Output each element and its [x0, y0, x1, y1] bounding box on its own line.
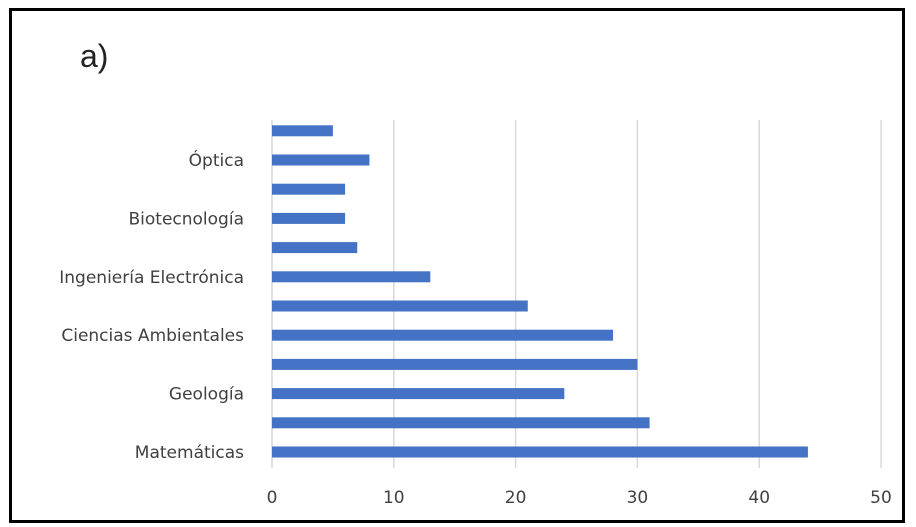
bar	[272, 271, 431, 283]
bar	[272, 242, 358, 254]
bar	[272, 446, 808, 458]
bar	[272, 183, 346, 195]
x-tick-label: 40	[748, 488, 770, 508]
panel-label: a)	[80, 38, 109, 74]
x-tick-label: 30	[627, 488, 649, 508]
x-tick-label: 20	[505, 488, 527, 508]
category-label: Matemáticas	[135, 443, 244, 463]
bar	[272, 125, 333, 137]
bars	[272, 125, 808, 458]
bar	[272, 358, 638, 370]
category-label: Óptica	[189, 149, 244, 171]
bar	[272, 329, 614, 341]
gridlines	[271, 120, 882, 468]
x-tick-label: 0	[267, 488, 278, 508]
category-label: Biotecnología	[129, 209, 245, 229]
figure-frame	[9, 8, 905, 523]
bar	[272, 300, 528, 312]
category-label: Geología	[169, 385, 244, 405]
category-label: Ingeniería Electrónica	[59, 268, 244, 288]
category-labels: Matemáticas Geología Ciencias Ambientales I…	[59, 149, 244, 463]
bar	[272, 388, 565, 400]
bar	[272, 154, 370, 166]
bar	[272, 212, 346, 224]
bar	[272, 417, 650, 429]
x-tick-labels: 0 10 20 30 40 50	[267, 488, 892, 508]
category-label: Ciencias Ambientales	[61, 326, 244, 346]
x-tick-label: 50	[870, 488, 892, 508]
x-tick-label: 10	[383, 488, 405, 508]
